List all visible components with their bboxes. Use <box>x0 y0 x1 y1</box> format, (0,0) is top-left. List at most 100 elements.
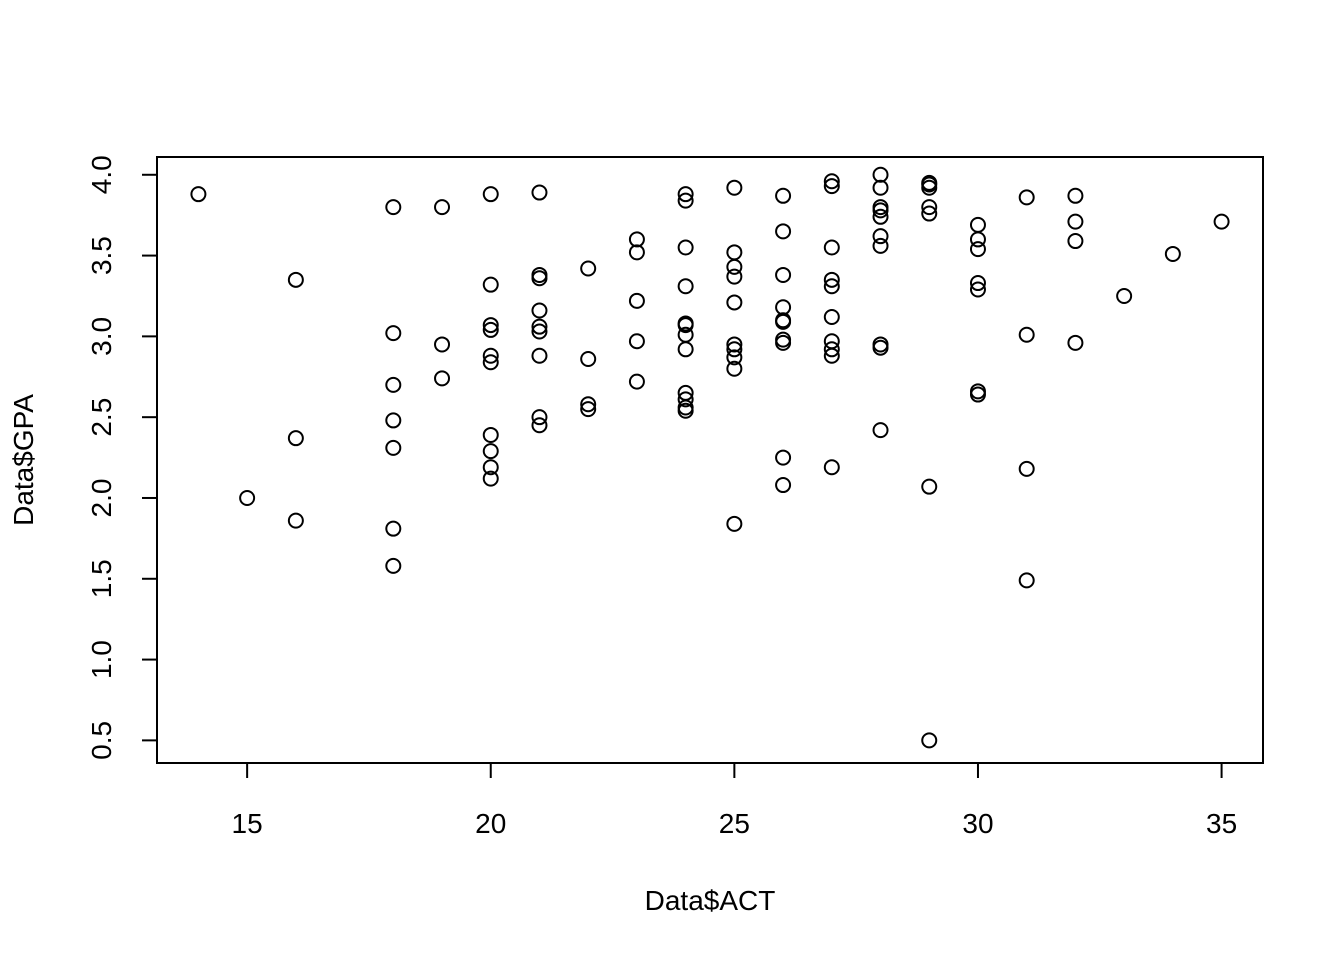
data-point <box>969 275 986 292</box>
data-point <box>969 241 986 258</box>
data-point <box>726 294 743 311</box>
data-point <box>287 271 304 288</box>
data-point <box>385 557 402 574</box>
data-point <box>531 323 548 340</box>
data-point <box>775 223 792 240</box>
data-point <box>775 331 792 348</box>
data-point <box>385 325 402 342</box>
data-point <box>482 317 499 334</box>
y-tick-label: 4.0 <box>86 155 117 194</box>
data-point <box>969 231 986 248</box>
data-point <box>434 370 451 387</box>
data-point <box>823 333 840 350</box>
data-point <box>287 512 304 529</box>
x-axis-title: Data$ACT <box>645 885 776 916</box>
data-point <box>969 216 986 233</box>
data-point <box>1067 233 1084 250</box>
data-point <box>531 409 548 426</box>
data-point <box>482 321 499 338</box>
data-point <box>726 258 743 275</box>
data-point <box>1116 287 1133 304</box>
data-point <box>580 351 597 367</box>
data-point <box>921 179 938 196</box>
data-point <box>775 187 792 204</box>
data-point <box>239 489 256 506</box>
data-point <box>531 318 548 335</box>
data-point <box>872 179 889 196</box>
x-tick-label: 20 <box>475 808 506 839</box>
data-point <box>580 260 597 277</box>
x-tick-label: 30 <box>962 808 993 839</box>
data-point <box>1018 326 1035 343</box>
data-point <box>872 336 889 353</box>
data-point <box>872 339 889 356</box>
data-point <box>628 292 645 309</box>
data-point <box>872 237 889 254</box>
data-point <box>921 732 938 749</box>
data-point <box>677 391 694 408</box>
y-axis-title: Data$GPA <box>8 394 39 526</box>
data-point <box>531 347 548 364</box>
data-point <box>775 334 792 351</box>
data-point <box>872 422 889 439</box>
data-point <box>775 299 792 316</box>
data-point <box>1067 334 1084 351</box>
data-point <box>1067 187 1084 204</box>
data-point <box>726 336 743 353</box>
data-point <box>531 266 548 283</box>
data-point <box>726 244 743 261</box>
data-point <box>726 360 743 377</box>
y-tick-label: 0.5 <box>86 721 117 760</box>
data-point <box>531 417 548 434</box>
data-point <box>482 443 499 460</box>
data-point <box>677 402 694 419</box>
data-point <box>823 341 840 358</box>
data-point <box>190 186 207 203</box>
data-point <box>775 449 792 466</box>
data-point <box>482 276 499 293</box>
data-point <box>677 278 694 295</box>
data-point <box>385 412 402 429</box>
data-point <box>872 202 889 219</box>
data-point <box>482 426 499 443</box>
data-point <box>385 439 402 456</box>
data-point <box>677 239 694 256</box>
data-point <box>823 278 840 295</box>
data-point <box>726 349 743 366</box>
data-point <box>969 383 986 400</box>
data-point <box>823 347 840 364</box>
data-point <box>531 302 548 319</box>
data-point <box>921 205 938 222</box>
data-point <box>823 308 840 325</box>
data-point <box>628 231 645 248</box>
data-point <box>482 470 499 487</box>
x-tick-label: 15 <box>232 808 263 839</box>
data-point <box>726 341 743 358</box>
y-tick-label: 2.5 <box>86 398 117 437</box>
data-point <box>969 386 986 403</box>
data-point <box>823 459 840 476</box>
data-point <box>775 477 792 494</box>
data-point <box>434 199 451 216</box>
y-tick-label: 2.0 <box>86 479 117 518</box>
x-tick-label: 35 <box>1206 808 1237 839</box>
data-point <box>482 459 499 476</box>
data-point <box>823 271 840 288</box>
data-point <box>677 399 694 416</box>
data-point <box>434 336 451 353</box>
y-tick-label: 1.0 <box>86 640 117 679</box>
data-point <box>1018 460 1035 477</box>
data-point <box>775 266 792 283</box>
data-point <box>677 317 694 334</box>
y-tick-label: 1.5 <box>86 559 117 598</box>
data-point <box>921 199 938 216</box>
data-point <box>287 430 304 447</box>
data-point <box>677 341 694 358</box>
data-point <box>872 228 889 245</box>
data-point <box>823 173 840 190</box>
x-axis: 15 20 25 30 35 <box>232 763 1237 839</box>
data-point <box>482 186 499 203</box>
data-point <box>385 520 402 537</box>
data-point <box>1213 213 1230 230</box>
data-point <box>969 281 986 298</box>
